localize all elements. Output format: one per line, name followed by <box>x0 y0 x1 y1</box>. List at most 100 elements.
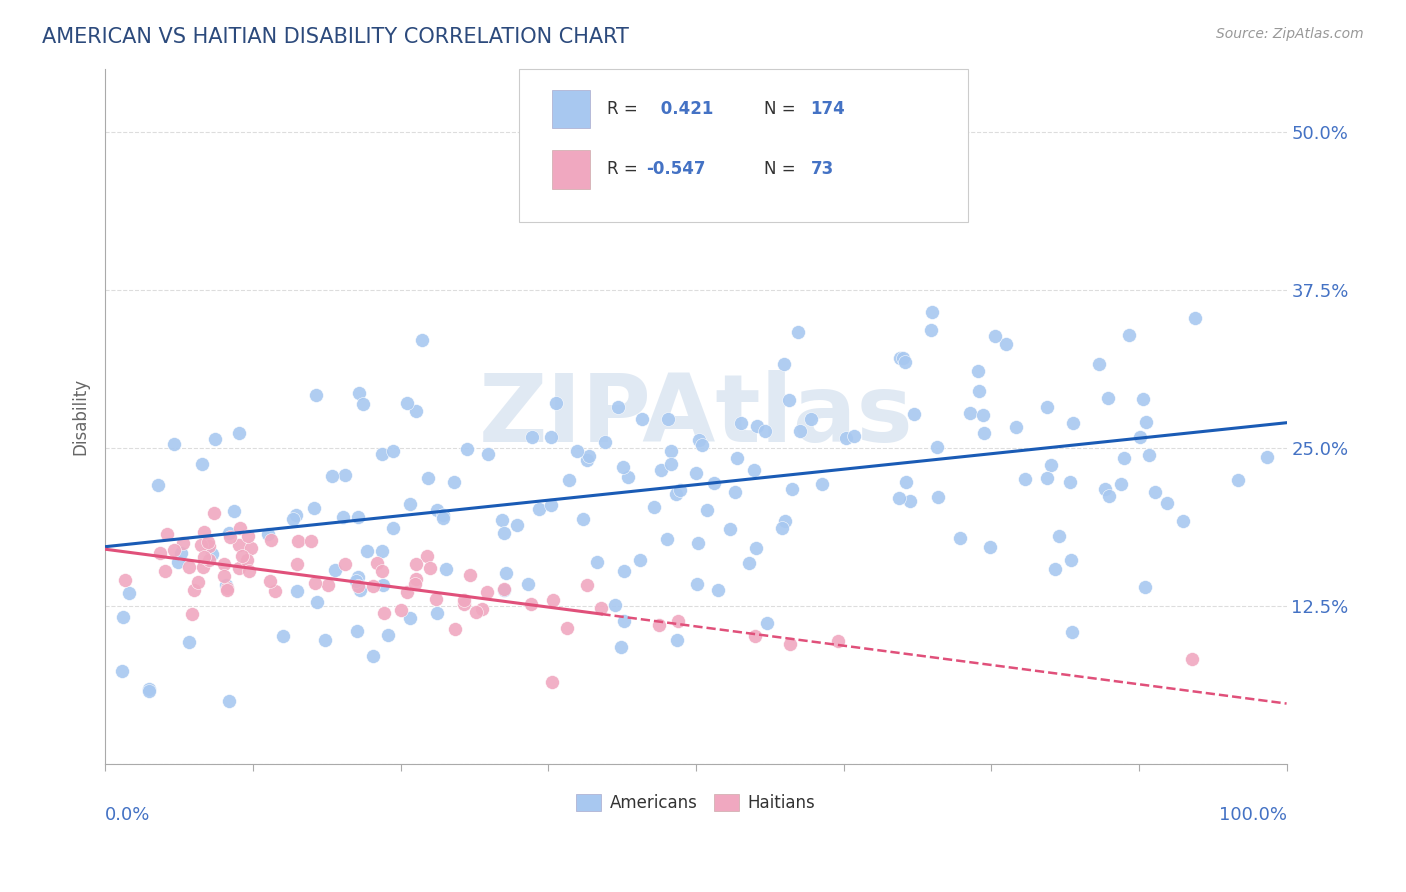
Point <box>666 633 689 648</box>
Point <box>969 384 991 398</box>
Point <box>444 622 467 636</box>
Point <box>686 536 709 550</box>
Point <box>170 546 193 560</box>
Point <box>1137 448 1160 462</box>
Point <box>217 581 239 595</box>
Point <box>321 468 343 483</box>
Point <box>419 561 441 575</box>
Point <box>1111 476 1133 491</box>
Point <box>811 477 834 491</box>
Point <box>231 549 253 563</box>
Point <box>426 502 449 516</box>
Point <box>491 513 513 527</box>
Point <box>187 574 209 589</box>
Point <box>218 526 240 541</box>
Point <box>201 547 224 561</box>
Point <box>540 430 562 444</box>
Point <box>745 541 768 556</box>
Point <box>1135 580 1157 594</box>
Point <box>1059 475 1081 489</box>
Point <box>346 624 368 639</box>
Point <box>967 364 990 378</box>
Point <box>239 541 262 555</box>
Point <box>163 543 186 558</box>
Point <box>371 447 394 461</box>
Point <box>153 564 176 578</box>
Point <box>571 512 593 526</box>
Point <box>745 418 768 433</box>
Point <box>786 325 808 339</box>
Point <box>707 583 730 598</box>
Point <box>228 538 250 552</box>
Point <box>492 582 515 597</box>
Point <box>167 556 190 570</box>
Point <box>371 544 394 558</box>
Point <box>586 555 609 569</box>
Point <box>114 574 136 588</box>
Point <box>204 432 226 446</box>
Point <box>789 424 811 438</box>
Point <box>333 557 356 571</box>
Point <box>1060 624 1083 639</box>
Point <box>612 460 634 475</box>
Point <box>475 584 498 599</box>
Point <box>995 337 1018 351</box>
Point <box>456 442 478 456</box>
Point <box>314 632 336 647</box>
Point <box>1088 357 1111 371</box>
Point <box>361 648 384 663</box>
Point <box>1094 482 1116 496</box>
Point <box>842 428 865 442</box>
Point <box>690 438 713 452</box>
Text: N =: N = <box>765 161 801 178</box>
Point <box>301 534 323 549</box>
Point <box>146 477 169 491</box>
Point <box>696 502 718 516</box>
FancyBboxPatch shape <box>551 150 589 188</box>
Point <box>643 500 665 514</box>
Text: R =: R = <box>607 161 644 178</box>
Point <box>284 508 307 523</box>
Point <box>578 449 600 463</box>
Point <box>546 396 568 410</box>
Point <box>443 475 465 490</box>
Point <box>163 437 186 451</box>
Point <box>285 557 308 571</box>
Point <box>959 406 981 420</box>
Point <box>259 574 281 588</box>
Point <box>404 577 426 591</box>
Point <box>780 482 803 496</box>
Point <box>972 409 994 423</box>
Point <box>779 637 801 651</box>
Text: AMERICAN VS HAITIAN DISABILITY CORRELATION CHART: AMERICAN VS HAITIAN DISABILITY CORRELATI… <box>42 27 628 46</box>
Point <box>1045 561 1067 575</box>
Point <box>453 597 475 611</box>
Point <box>1040 458 1063 472</box>
Point <box>896 475 918 489</box>
Point <box>453 592 475 607</box>
Point <box>228 561 250 575</box>
Point <box>628 553 651 567</box>
Point <box>1005 420 1028 434</box>
Y-axis label: Disability: Disability <box>72 378 89 455</box>
Point <box>316 578 339 592</box>
Legend: Americans, Haitians: Americans, Haitians <box>569 787 823 819</box>
Point <box>304 576 326 591</box>
Text: 73: 73 <box>810 161 834 178</box>
Point <box>576 577 599 591</box>
Point <box>725 450 748 465</box>
Point <box>1256 450 1278 464</box>
FancyBboxPatch shape <box>519 69 967 221</box>
Point <box>257 527 280 541</box>
Point <box>565 444 588 458</box>
Text: ZIPAtlas: ZIPAtlas <box>478 370 914 462</box>
Point <box>1060 553 1083 567</box>
Point <box>391 603 413 617</box>
Point <box>373 606 395 620</box>
Point <box>202 506 225 520</box>
Point <box>236 552 259 566</box>
Point <box>395 396 418 410</box>
Text: R =: R = <box>607 100 644 118</box>
Point <box>724 485 747 500</box>
Point <box>346 510 368 524</box>
